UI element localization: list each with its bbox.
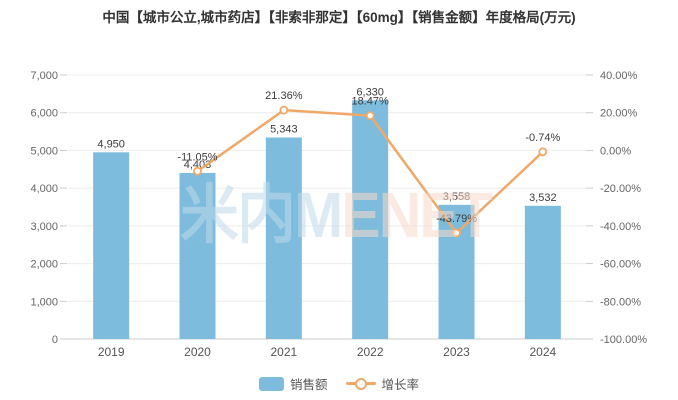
legend-label-growth: 增长率 <box>381 378 420 392</box>
growth-value-label: 21.36% <box>265 90 303 102</box>
line-marker-icon <box>345 377 376 391</box>
y2-axis-tick-label: 20.00% <box>600 108 638 120</box>
bar-value-label: 3,558 <box>443 191 471 203</box>
bar[interactable] <box>179 172 216 339</box>
growth-point[interactable] <box>538 147 548 157</box>
bar-swatch-icon <box>258 376 284 391</box>
ring-icon <box>354 377 367 390</box>
growth-point[interactable] <box>193 166 202 176</box>
y-axis-tick-label: 7,000 <box>30 70 58 82</box>
y2-axis-tick-label: -20.00% <box>600 183 641 195</box>
growth-value-label: -11.05% <box>177 151 217 163</box>
y-axis-tick-label: 0 <box>52 334 58 346</box>
y2-axis-tick-label: 0.00% <box>600 145 631 157</box>
chart-title: 中国【城市公立,城市药店】【非索非那定】【60mg】【销售金额】年度格局(万元) <box>102 10 576 25</box>
growth-value-label: 18.47% <box>352 96 390 108</box>
legend: 销售额 增长率 <box>0 374 678 393</box>
growth-point[interactable] <box>365 111 375 120</box>
bar[interactable] <box>93 152 130 339</box>
bar[interactable] <box>438 204 475 339</box>
growth-value-label: -43.79% <box>436 213 477 225</box>
x-axis-label: 2023 <box>443 345 470 359</box>
x-axis-label: 2022 <box>357 345 384 359</box>
bar-value-label: 3,532 <box>529 192 557 204</box>
growth-point[interactable] <box>452 228 461 238</box>
x-axis-label: 2024 <box>529 345 556 359</box>
bar[interactable] <box>524 205 561 339</box>
y2-axis-tick-label: -60.00% <box>600 259 641 271</box>
y-axis-tick-label: 4,000 <box>30 183 58 195</box>
bar[interactable] <box>265 137 302 339</box>
y-axis-tick-label: 1,000 <box>30 296 58 308</box>
y2-axis-tick-label: 40.00% <box>600 70 638 82</box>
legend-label-sales: 销售额 <box>289 378 328 392</box>
bar[interactable] <box>352 100 389 339</box>
x-axis-label: 2021 <box>270 345 297 359</box>
bar-value-label: 4,403 <box>184 159 212 171</box>
legend-item-sales[interactable]: 销售额 <box>258 374 328 393</box>
y-axis-tick-label: 2,000 <box>30 259 58 271</box>
legend-item-growth[interactable]: 增长率 <box>345 374 420 393</box>
plot-area: 7,000 40.00% 6,000 20.00% 5,000 0.00% 4,000 -20… <box>30 70 647 359</box>
y-axis-tick-label: 3,000 <box>30 221 58 233</box>
growth-point[interactable] <box>279 105 289 115</box>
y2-axis-tick-label: -40.00% <box>600 221 641 233</box>
y-axis-tick-label: 5,000 <box>30 145 58 157</box>
bar-value-label: 6,330 <box>356 86 384 98</box>
y2-axis-tick-label: -80.00% <box>600 296 641 308</box>
y-axis-tick-label: 6,000 <box>30 108 58 120</box>
x-axis-label: 2020 <box>184 345 211 359</box>
y2-axis-tick-label: -100.00% <box>600 334 647 346</box>
growth-value-label: -0.74% <box>525 132 560 144</box>
bar-value-label: 5,343 <box>270 123 298 135</box>
bar-value-label: 4,950 <box>97 138 125 150</box>
x-axis-label: 2019 <box>98 345 125 359</box>
